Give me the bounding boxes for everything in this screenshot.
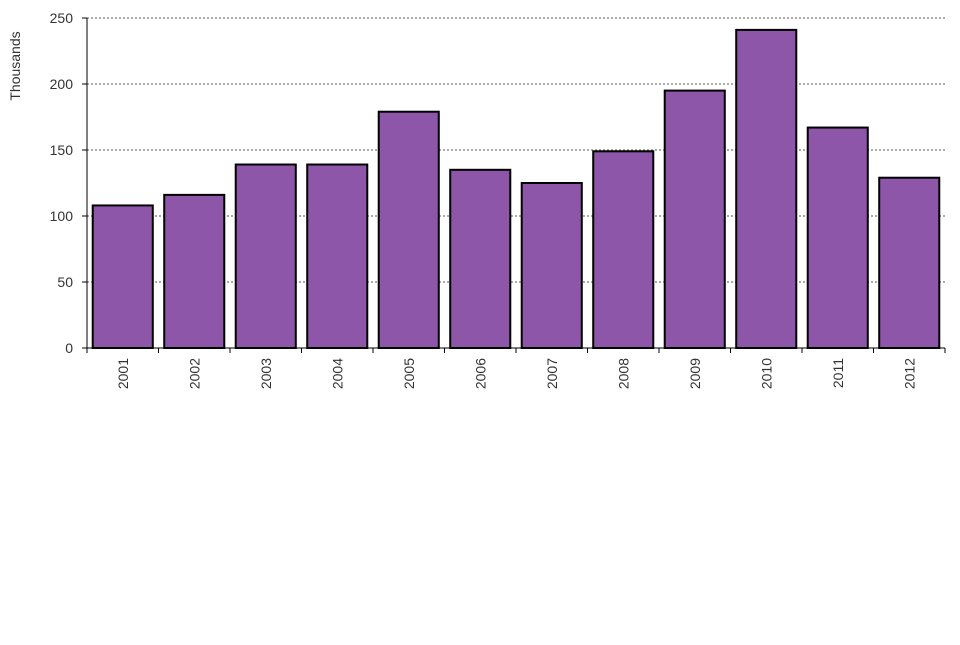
x-tick-label-2011: 2011	[830, 358, 846, 388]
bar-2006	[449, 168, 512, 349]
x-tick-label-2005: 2005	[401, 358, 417, 389]
x-tick-label-2008: 2008	[615, 358, 631, 389]
y-tick-label-100: 100	[50, 208, 74, 224]
grid-lines	[87, 17, 945, 283]
axes	[82, 17, 946, 353]
y-tick-label-0: 0	[65, 340, 73, 356]
bar-2010	[735, 28, 798, 349]
bar-2007	[520, 182, 583, 349]
bar-2003	[234, 163, 297, 349]
x-tick-label-2004: 2004	[329, 358, 345, 389]
x-tick-label-2007: 2007	[544, 358, 560, 389]
x-tick-label-2001: 2001	[115, 358, 131, 389]
x-tick-label-2010: 2010	[758, 358, 774, 389]
bar-2001	[91, 204, 154, 349]
bars	[91, 28, 941, 349]
y-axis-label: Thousands	[7, 31, 23, 100]
y-tick-label-150: 150	[50, 142, 74, 158]
bar-2002	[163, 193, 226, 349]
x-tick-label-2009: 2009	[687, 358, 703, 389]
y-tick-label-50: 50	[57, 274, 73, 290]
x-tick-label-2012: 2012	[901, 358, 917, 389]
y-tick-label-200: 200	[50, 76, 74, 92]
x-tick-label-2003: 2003	[258, 358, 274, 389]
bar-2012	[878, 176, 941, 349]
bar-2008	[592, 150, 655, 349]
bar-2009	[663, 89, 726, 349]
x-tick-label-2002: 2002	[186, 358, 202, 389]
bar-2004	[306, 163, 369, 349]
tick-labels: 0 50 100 150 200 250 2001 2002 2003 2004 2005 2006 2…	[50, 10, 918, 389]
bar-2005	[377, 110, 440, 349]
y-tick-label-250: 250	[50, 10, 74, 26]
x-tick-label-2006: 2006	[472, 358, 488, 389]
bar-2011	[806, 126, 869, 349]
